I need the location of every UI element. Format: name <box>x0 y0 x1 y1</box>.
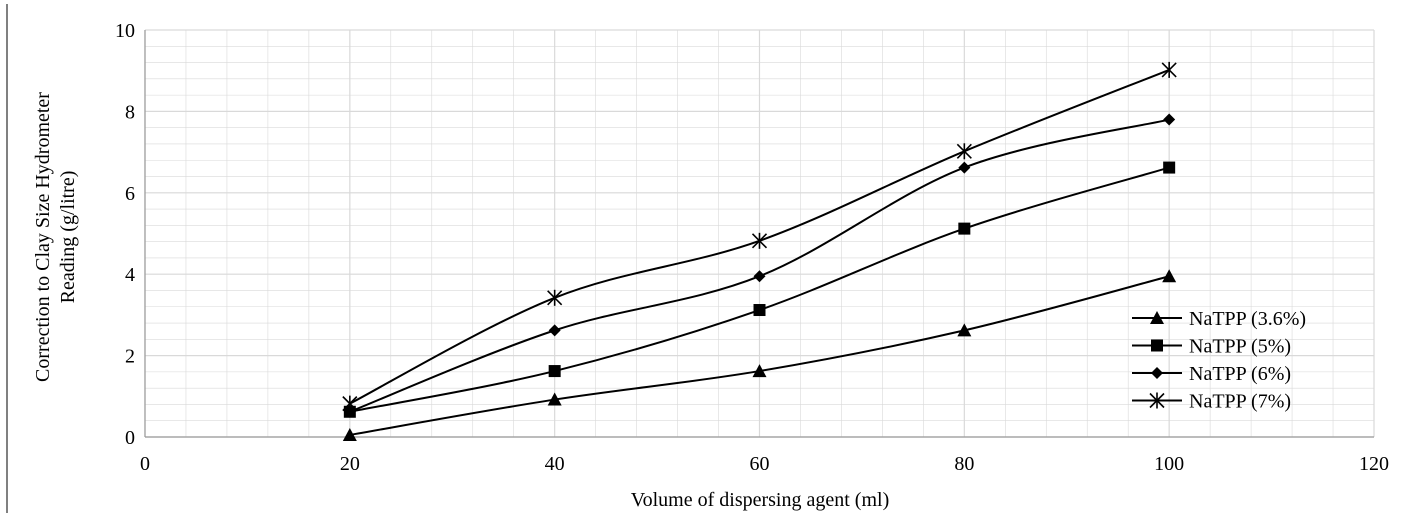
x-tick-label: 60 <box>750 453 770 475</box>
data-point-triangle <box>957 323 972 337</box>
legend-item: NaTPP (6%) <box>1132 363 1291 385</box>
y-axis-title: Correction to Clay Size Hydrometer Readi… <box>32 92 79 382</box>
legend-label: NaTPP (6%) <box>1189 363 1291 385</box>
data-point-asterisk <box>342 395 358 412</box>
y-tick-label: 6 <box>125 183 135 205</box>
y-axis-title-line-1: Correction to Clay Size Hydrometer <box>32 92 54 382</box>
legend-marker <box>1150 311 1164 324</box>
legend-marker <box>1149 392 1165 409</box>
data-point-triangle <box>547 392 562 406</box>
legend-label: NaTPP (7%) <box>1189 391 1291 413</box>
legend-item: NaTPP (5%) <box>1132 336 1291 358</box>
y-axis-title-line-2: Reading (g/litre) <box>57 171 79 304</box>
data-point-square <box>548 365 561 378</box>
legend-label: NaTPP (5%) <box>1189 336 1291 358</box>
data-point-asterisk <box>956 143 972 160</box>
x-tick-label: 80 <box>954 453 974 475</box>
data-point-square <box>1163 161 1176 174</box>
data-point-diamond <box>1163 113 1176 126</box>
data-point-triangle <box>342 427 357 441</box>
data-point-asterisk <box>547 289 563 306</box>
data-point-asterisk <box>751 232 768 249</box>
data-point-triangle <box>1162 269 1177 283</box>
legend-item: NaTPP (7%) <box>1132 391 1291 413</box>
x-tick-label: 0 <box>140 453 150 475</box>
data-point-square <box>753 304 766 317</box>
x-tick-label: 20 <box>340 453 360 475</box>
y-tick-label: 8 <box>125 101 135 123</box>
x-tick-label: 120 <box>1359 453 1389 475</box>
series-group <box>342 61 1177 441</box>
x-tick-label: 40 <box>545 453 565 475</box>
data-point-diamond <box>958 161 971 174</box>
data-point-triangle <box>752 364 767 378</box>
legend-item: NaTPP (3.6%) <box>1132 308 1306 330</box>
data-point-diamond <box>548 324 561 337</box>
grid <box>144 29 1375 438</box>
y-tick-label: 10 <box>115 20 135 42</box>
legend-marker <box>1151 339 1163 352</box>
y-tick-label: 0 <box>125 427 135 449</box>
data-point-diamond <box>343 405 356 418</box>
x-axis-title: Volume of dispersing agent (ml) <box>631 489 889 511</box>
x-tick-label: 100 <box>1154 453 1184 475</box>
y-tick-label: 4 <box>125 264 135 286</box>
series-4 <box>342 61 1177 412</box>
data-point-square <box>958 222 971 235</box>
y-tick-label: 2 <box>125 346 135 368</box>
legend: NaTPP (3.6%) NaTPP (5%) NaTPP (6%) NaTPP (7… <box>1132 308 1306 413</box>
legend-marker <box>1151 367 1163 379</box>
data-point-diamond <box>753 270 766 283</box>
series-1 <box>342 269 1177 441</box>
legend-label: NaTPP (3.6%) <box>1189 308 1306 330</box>
tick-labels: 0 20 40 60 80 100 120 0 2 4 6 8 10 <box>115 20 1389 475</box>
data-point-asterisk <box>1161 61 1177 78</box>
series-3 <box>343 113 1176 418</box>
